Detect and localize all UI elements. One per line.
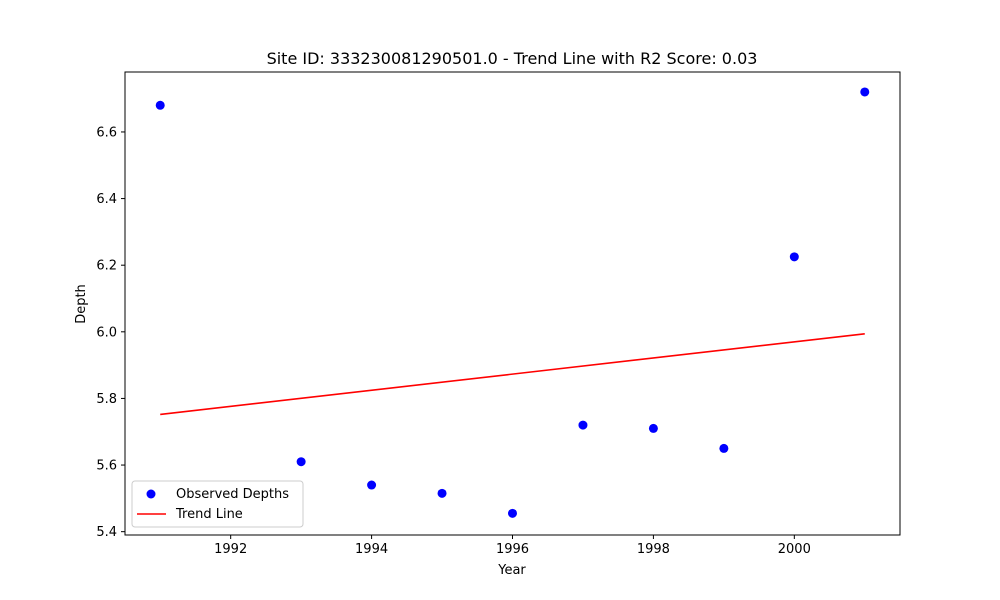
plot-area — [124, 71, 901, 536]
data-point — [296, 457, 306, 467]
data-point — [789, 252, 799, 262]
y-tick-label: 5.4 — [96, 525, 117, 540]
data-point — [719, 443, 729, 453]
trend-line — [160, 333, 865, 416]
x-tick-label: 1996 — [496, 542, 529, 557]
data-point — [860, 87, 870, 97]
y-tick-label: 6.0 — [96, 325, 117, 340]
x-tick-label: 2000 — [778, 542, 811, 557]
y-tick-label: 6.2 — [96, 259, 117, 274]
y-axis-label: Depth — [74, 284, 89, 324]
y-tick-label: 5.6 — [96, 459, 117, 474]
trend-line-layer — [160, 333, 865, 416]
legend-marker-observed — [146, 489, 156, 499]
y-axis: 5.4 5.6 5.8 6.0 6.2 6.4 6.6 — [96, 125, 125, 540]
data-point — [648, 423, 658, 433]
data-point — [367, 480, 377, 490]
legend-box — [131, 480, 304, 528]
x-axis: 1992 1994 1996 1998 2000 — [214, 535, 811, 557]
x-tick-label: 1998 — [637, 542, 670, 557]
data-point — [508, 508, 517, 518]
legend: Observed Depths Trend Line — [131, 480, 304, 528]
data-point — [578, 420, 588, 430]
legend-label-observed: Observed Depths — [176, 487, 289, 502]
x-tick-label: 1992 — [214, 542, 247, 557]
legend-label-trend: Trend Line — [175, 507, 243, 522]
data-point — [155, 100, 165, 110]
observed-points-layer — [155, 87, 870, 518]
chart-title: Site ID: 333230081290501.0 - Trend Line … — [267, 49, 758, 68]
x-tick-label: 1994 — [355, 542, 388, 557]
data-point — [437, 488, 447, 498]
y-tick-label: 5.8 — [96, 392, 117, 407]
x-axis-label: Year — [497, 563, 526, 578]
y-tick-label: 6.4 — [96, 192, 117, 207]
y-tick-label: 6.6 — [96, 125, 117, 140]
